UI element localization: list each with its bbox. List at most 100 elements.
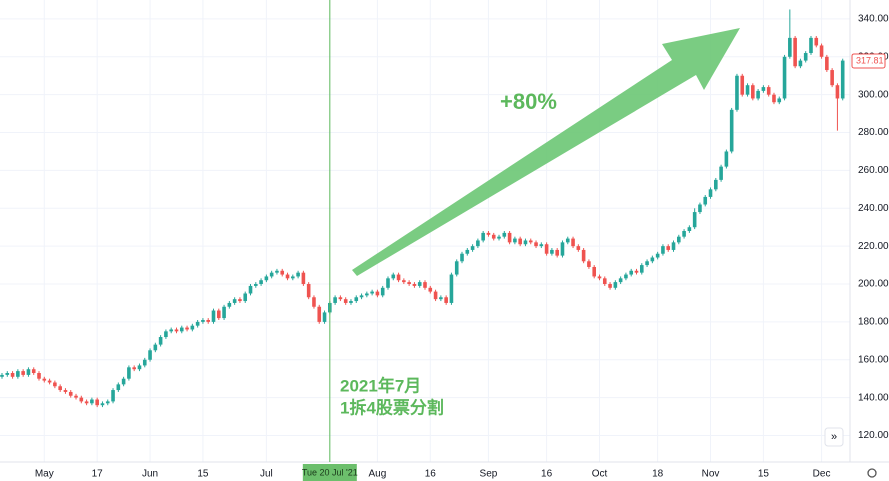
y-tick-label: 340.00 (858, 14, 889, 25)
candle-body (37, 373, 41, 379)
candle-body (761, 87, 766, 91)
x-tick-label: Sep (480, 469, 498, 480)
candle-body (417, 282, 422, 286)
candle-body (677, 236, 681, 243)
candle-body (412, 284, 417, 286)
x-tick-label: 18 (652, 469, 664, 480)
candle-body (481, 232, 485, 241)
candle-body (639, 265, 644, 273)
candle-body (629, 270, 634, 275)
candle-body (476, 240, 480, 247)
candle-body (661, 246, 665, 254)
candle-body (68, 391, 73, 396)
candle-body (751, 85, 755, 99)
candle-body (322, 312, 327, 322)
candle-body (31, 369, 36, 374)
candle-body (306, 284, 311, 298)
candle-body (42, 378, 47, 381)
candle-body (190, 325, 195, 330)
candle-body (158, 337, 163, 345)
candle-body (84, 401, 89, 404)
candle-body (21, 371, 25, 375)
candle-body (460, 253, 464, 262)
candle-body (100, 403, 105, 406)
candle-body (655, 253, 660, 258)
candle-body (280, 270, 285, 275)
x-tick-label: 15 (197, 469, 209, 480)
candle-body (539, 244, 544, 247)
candle-body (576, 246, 581, 250)
y-tick-label: 160.00 (858, 354, 889, 365)
candle-body (333, 297, 337, 303)
candle-body (724, 151, 729, 167)
candle-body (454, 261, 459, 275)
candle-body (296, 272, 300, 277)
candle-body (232, 299, 237, 303)
candle-body (814, 37, 819, 46)
candle-body (523, 240, 528, 245)
candle-body (719, 166, 723, 180)
candle-body (666, 246, 671, 250)
candle-body (555, 249, 559, 256)
x-tick-label: 15 (758, 469, 770, 480)
split-annotation: 1拆4股票分割 (340, 397, 444, 417)
candle-body (830, 70, 834, 86)
settings-icon[interactable] (867, 468, 877, 478)
candle-body (148, 350, 152, 360)
x-tick-label: Nov (702, 469, 720, 480)
candle-body (275, 270, 279, 273)
candle-body (782, 56, 787, 99)
candle-body (698, 204, 702, 213)
candle-body (682, 231, 686, 237)
candle-body (402, 280, 406, 283)
candle-body (534, 242, 538, 247)
candle-body (571, 238, 575, 247)
candle-body (63, 390, 68, 392)
candle-body (211, 310, 216, 322)
candle-body (391, 274, 396, 279)
date-annotation: 2021年7月 (340, 375, 421, 395)
grid (0, 0, 850, 462)
candle-body (216, 310, 221, 319)
x-tick-label: Dec (813, 469, 831, 480)
crosshair-label: Tue 20 Jul '21 (302, 467, 358, 477)
candle-body (47, 380, 52, 383)
candle-body (74, 395, 78, 398)
candle-body (153, 344, 158, 351)
x-tick-label: 17 (92, 469, 104, 480)
candle-body (497, 236, 501, 239)
x-tick-label: May (35, 469, 54, 480)
candle-body (259, 280, 263, 285)
candle-body (645, 261, 649, 266)
candle-body (5, 373, 10, 375)
scroll-button[interactable] (824, 427, 844, 447)
candle-body (513, 238, 517, 243)
candle-body (254, 284, 258, 286)
y-tick-label: 180.00 (858, 317, 889, 328)
y-tick-label: 120.00 (858, 430, 889, 441)
candle-body (201, 319, 205, 322)
candle-body (238, 299, 242, 302)
candle-body (788, 37, 792, 57)
candle-body (766, 87, 771, 95)
candle-body (465, 249, 470, 254)
candle-body (206, 319, 211, 322)
candle-body (592, 266, 596, 277)
x-tick-label: Oct (592, 469, 608, 480)
candle-body (269, 272, 274, 277)
candle-body (565, 238, 570, 243)
candle-body (803, 53, 808, 61)
candle-body (825, 56, 829, 71)
scroll-icon[interactable]: » (831, 431, 837, 443)
candle-body (95, 399, 99, 406)
candle-body (26, 369, 31, 375)
candle-body (16, 371, 20, 377)
candle-body (560, 242, 565, 256)
y-tick-label: 280.00 (858, 127, 889, 138)
candle-body (386, 278, 390, 288)
y-tick-label: 140.00 (858, 392, 889, 403)
candle-body (687, 227, 692, 231)
candle-body (507, 232, 512, 243)
x-tick-label: Aug (369, 469, 387, 480)
